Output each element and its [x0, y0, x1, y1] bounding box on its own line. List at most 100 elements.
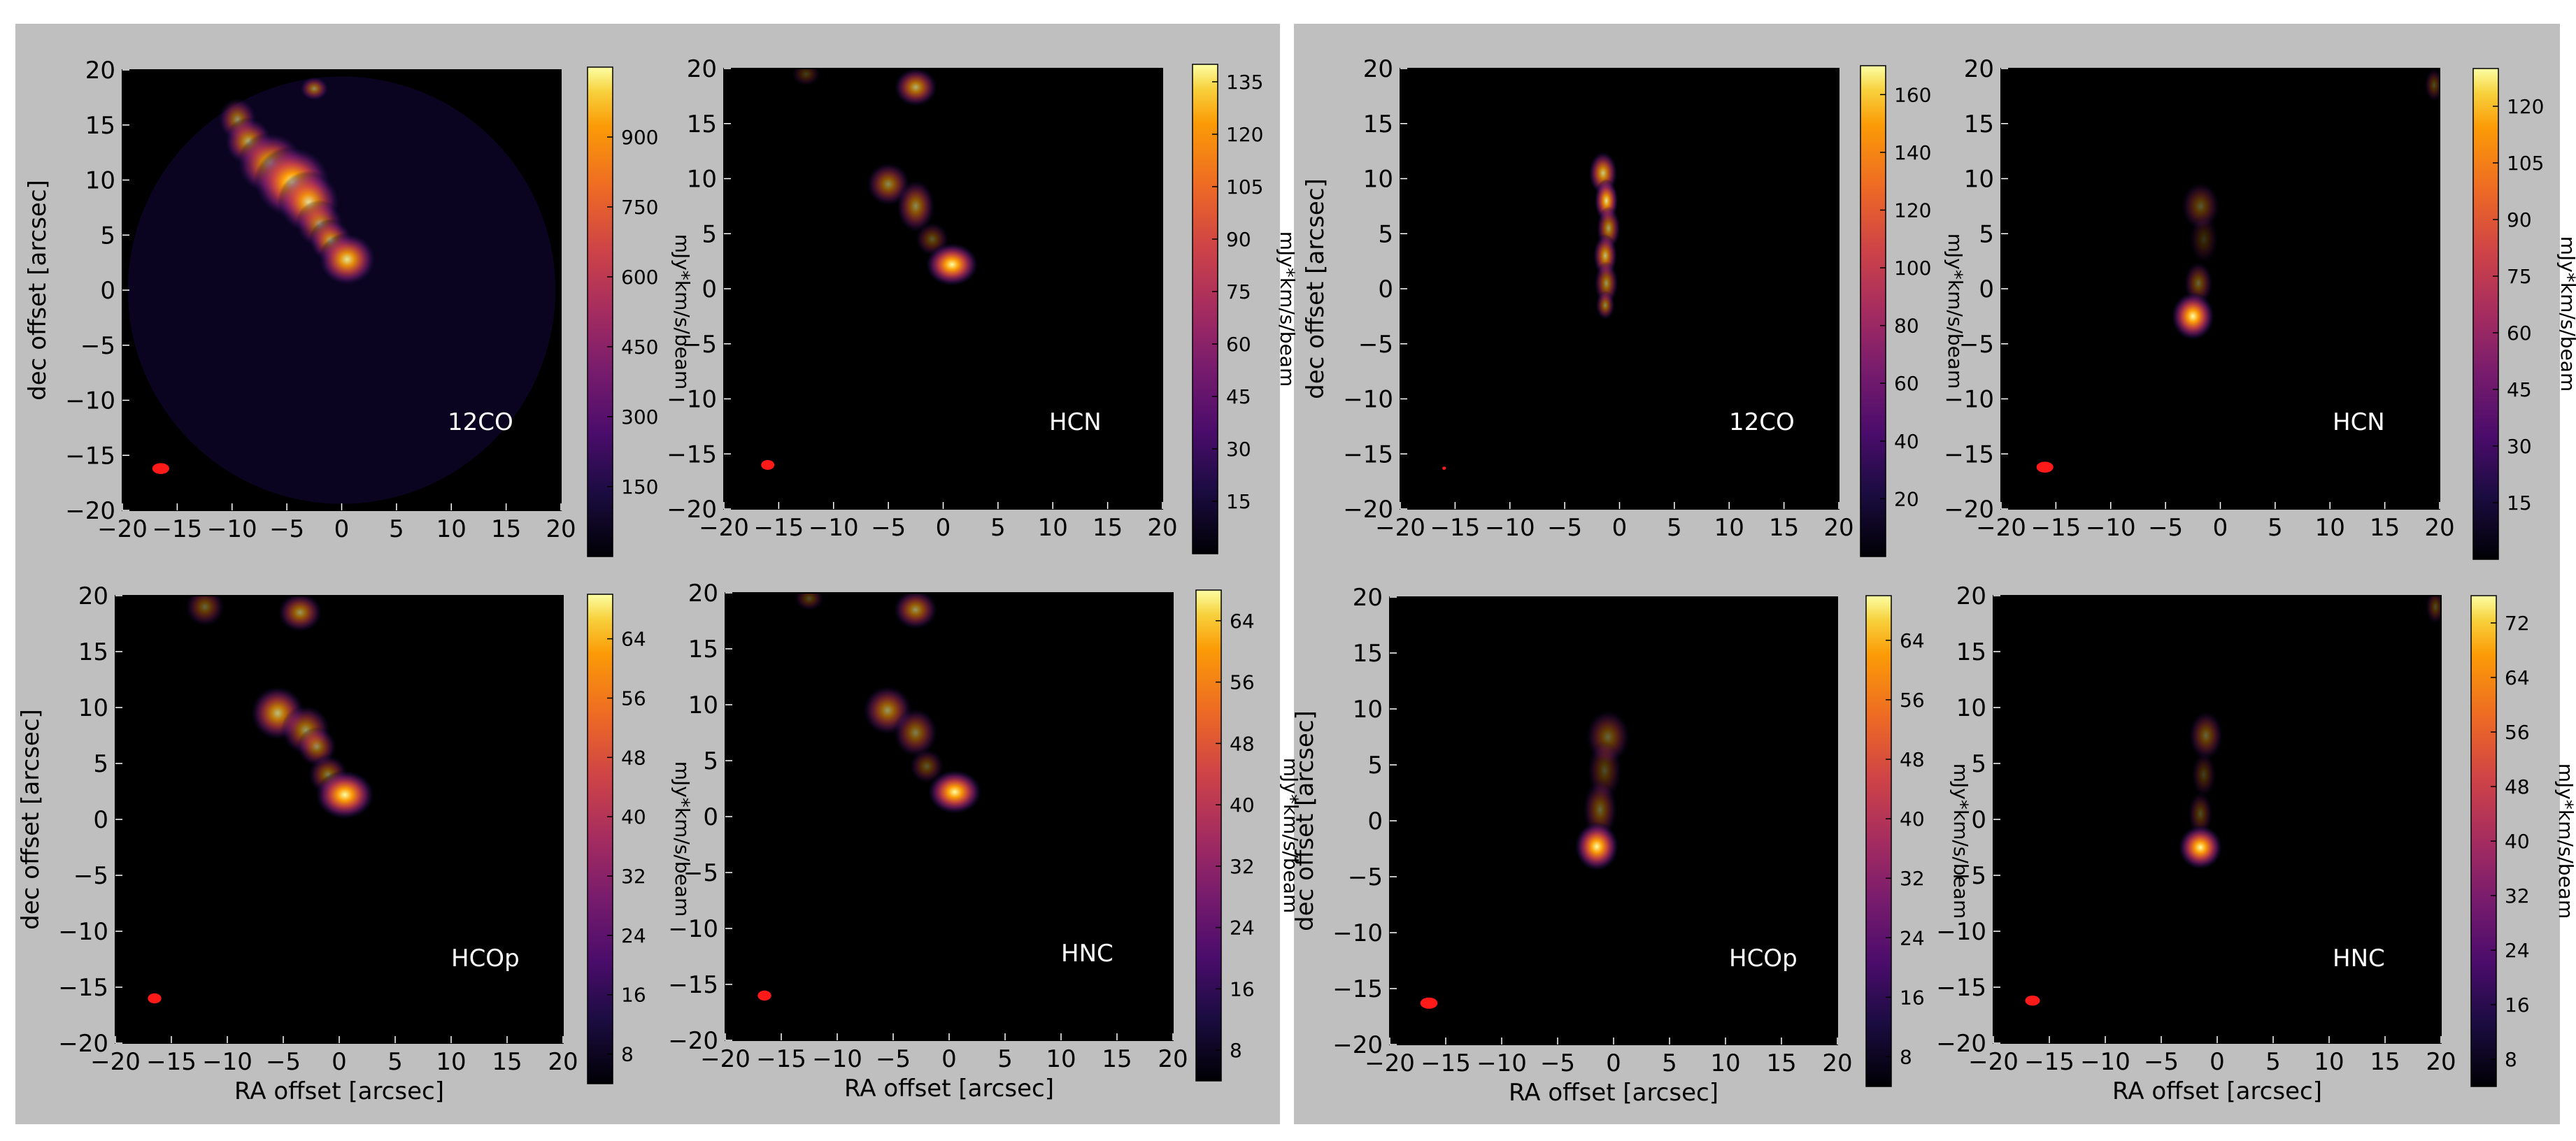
beam-ellipse: [1442, 466, 1446, 471]
molecule-label: HCOp: [451, 945, 520, 973]
y-tick-label: 10: [687, 166, 717, 194]
y-tick-label: 15: [1956, 638, 1986, 666]
y-tick-label: −10: [667, 386, 717, 414]
x-tick-label: −20: [700, 1045, 750, 1073]
colorbar: [1195, 589, 1222, 1082]
colorbar-label: mJy*km/s/beam: [2554, 763, 2576, 919]
y-tick-label: −10: [1343, 386, 1393, 414]
x-tick-label: −10: [2080, 1048, 2130, 1076]
colorbar-tick-label: 15: [2507, 491, 2532, 515]
beam-ellipse: [152, 463, 169, 474]
x-tick-label: 5: [990, 514, 1006, 542]
x-tick-label: −20: [1976, 514, 2026, 542]
x-tick-label: −10: [809, 514, 859, 542]
y-tick-label: 20: [1353, 584, 1383, 612]
y-tick-label: −20: [1343, 496, 1393, 524]
heatmap-svg: −20 −15 −10 −5 0 5 10 15 2020151050−5−10−15−20HC…: [667, 55, 1299, 554]
y-tick-label: −15: [1944, 440, 1994, 468]
colorbar: [587, 594, 613, 1084]
y-tick-label: 15: [85, 112, 115, 140]
y-tick-label: −20: [1332, 1031, 1383, 1059]
y-tick-label: 5: [1979, 220, 1994, 248]
x-tick-label: −15: [756, 1045, 806, 1073]
colorbar-tick-label: 60: [1894, 372, 1919, 395]
colorbar-label: mJy*km/s/beam: [1949, 763, 1972, 919]
colorbar-tick-label: 64: [2505, 666, 2530, 689]
plot-area: [115, 596, 563, 1043]
y-tick-label: 20: [85, 57, 115, 85]
y-axis-label: dec offset [arcsec]: [17, 709, 45, 930]
x-tick-label: 5: [1662, 1049, 1677, 1077]
x-tick-label: 0: [941, 1045, 957, 1073]
panel-right-hcn: −20 −15 −10 −5 0 5 10 15 20 20 15 10 5 0 −5 −10 −15 −20 HC…: [1930, 49, 2576, 580]
emission-knot: [893, 593, 938, 630]
x-tick-label: −20: [699, 514, 749, 542]
x-tick-label: 20: [546, 515, 576, 543]
x-tick-label: 0: [1606, 1049, 1621, 1077]
emission-knot: [896, 179, 935, 233]
x-tick-label: 15: [2370, 1048, 2400, 1076]
x-tick-label: −10: [202, 1048, 252, 1076]
emission-knot: [1574, 821, 1619, 871]
x-tick-label: −20: [1365, 1049, 1415, 1077]
x-tick-label: −20: [97, 515, 148, 543]
plot-area: [2001, 69, 2440, 509]
y-tick-label: 0: [702, 275, 717, 303]
colorbar-tick-label: 75: [2507, 265, 2532, 288]
colorbar-tick-label: 140: [1894, 141, 1931, 164]
y-tick-label: −5: [73, 862, 108, 890]
y-tick-label: −5: [1348, 863, 1383, 891]
colorbar-tick-label: 750: [621, 196, 658, 219]
y-tick-label: −5: [683, 859, 718, 887]
plot-area: [724, 69, 1162, 509]
colorbar-tick-label: 160: [1894, 83, 1931, 106]
beam-ellipse: [148, 993, 162, 1004]
colorbar-label: mJy*km/s/beam: [671, 234, 694, 389]
colorbar-tick-label: 8: [1900, 1045, 1912, 1068]
y-tick-label: 10: [1956, 694, 1986, 722]
x-tick-label: −10: [812, 1045, 862, 1073]
y-tick-label: −5: [1951, 862, 1986, 890]
y-tick-label: 10: [85, 167, 115, 195]
x-tick-label: 15: [1102, 1045, 1132, 1073]
panel-left-12co: −20 −15 −10 −5 0 5 10 15 20 20 15 10 5 0 −5 −10 −15 −20 de…: [24, 49, 694, 580]
y-tick-label: 20: [1363, 55, 1393, 83]
colorbar-tick-label: 48: [1900, 748, 1925, 771]
panel-right-hcop: −20 −15 −10 −5 0 5 10 15 20 20 15 10 5 0 −5 −10 −15 −20 RA…: [1291, 580, 1972, 1126]
beam-ellipse: [2036, 461, 2054, 473]
x-axis-label: RA offset [arcsec]: [234, 1077, 444, 1105]
x-tick-label: −5: [871, 514, 906, 542]
colorbar-tick-label: 40: [1894, 430, 1919, 453]
molecule-label: 12CO: [448, 408, 513, 436]
x-tick-label: 0: [1612, 514, 1628, 542]
colorbar-tick-label: 64: [621, 628, 646, 651]
y-tick-label: 0: [93, 806, 108, 834]
colorbar-tick-label: 600: [621, 266, 658, 289]
x-tick-label: 15: [492, 1048, 522, 1076]
x-tick-label: 20: [548, 1048, 578, 1076]
x-tick-label: 5: [997, 1045, 1013, 1073]
y-tick-label: −5: [1358, 331, 1393, 359]
molecule-label: HCN: [2333, 408, 2385, 436]
colorbar-tick-label: 16: [2505, 993, 2530, 1017]
x-tick-label: 20: [2426, 1048, 2456, 1076]
y-tick-label: −5: [682, 331, 717, 359]
x-tick-label: 0: [2209, 1048, 2225, 1076]
emission-knot: [894, 69, 938, 107]
y-tick-label: 0: [1979, 275, 1994, 303]
y-tick-label: −20: [1944, 496, 1994, 524]
x-tick-label: 5: [387, 1048, 403, 1076]
y-tick-label: 0: [1378, 275, 1393, 303]
emission-knot: [2189, 215, 2219, 264]
y-tick-label: 15: [1363, 110, 1393, 138]
x-tick-label: −5: [269, 515, 304, 543]
x-tick-label: 10: [1038, 514, 1068, 542]
colorbar-tick-label: 135: [1226, 71, 1263, 94]
molecule-label: HCN: [1049, 408, 1102, 436]
x-tick-label: −15: [1421, 1049, 1471, 1077]
emission-knot: [893, 708, 938, 758]
molecule-label: HNC: [2333, 945, 2385, 973]
y-axis-label: dec offset [arcsec]: [24, 180, 52, 401]
beam-ellipse: [757, 990, 771, 1001]
x-tick-label: 15: [2370, 514, 2400, 542]
